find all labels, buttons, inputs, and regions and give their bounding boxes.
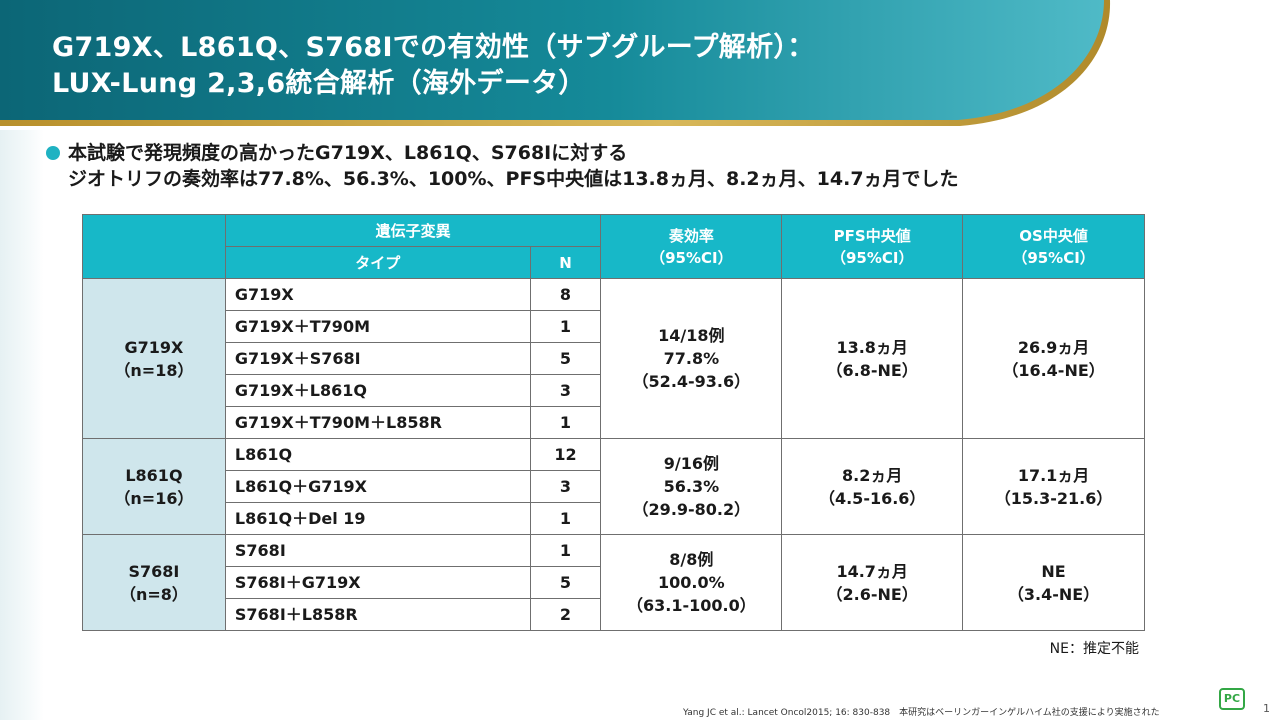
response-ci: （29.9-80.2） [632,500,751,519]
pfs-ci: （6.8-NE） [826,360,918,380]
response-rate: 77.8% [663,349,720,368]
n-cell: 1 [529,310,602,343]
header-response-rate-label: 奏効率 [668,226,714,245]
header-pfs-ci: （95%CI） [830,248,914,267]
response-rate: 100.0% [658,573,725,592]
table-row: S768I （n=8） S768I 1 8/8例 100.0% （63.1-10… [82,534,1145,631]
header-response-rate: 奏効率 （95%CI） [600,214,783,279]
banner-background [0,0,1104,120]
summary-bullet: 本試験で発現頻度の高かったG719X、L861Q、S768Iに対する ジオトリフ… [46,140,959,192]
type-cell: S768I [224,534,531,567]
n-cell: 3 [529,470,602,503]
os-value: 26.9ヵ月 [1017,337,1090,357]
response-ci: （52.4-93.6） [632,372,751,391]
os-value: 17.1ヵ月 [1017,465,1090,485]
table-row: G719X＋S768I 5 [83,342,1145,375]
table-row: G719X （n=18） G719X 8 14/18例 77.8% （52.4-… [82,278,1145,439]
title-line-1: G719X、L861Q、S768Iでの有効性（サブグループ解析）： [52,32,815,63]
table-row: G719X＋T790M＋L858R 1 [83,406,1145,439]
response-cell-s768i: 8/8例 100.0% （63.1-100.0） [600,534,783,631]
os-value: NE [1041,561,1066,581]
os-ci: （16.4-NE） [1002,360,1105,380]
pfs-ci: （2.6-NE） [826,584,918,604]
group-n: （n=16） [114,488,194,508]
n-cell: 12 [529,438,602,471]
bullet-line-1: 本試験で発現頻度の高かったG719X、L861Q、S768Iに対する [68,142,628,164]
pfs-value: 14.7ヵ月 [836,561,908,581]
header-type: タイプ [224,246,531,279]
response-count: 14/18例 [658,326,725,345]
header-os: OS中央値 （95%CI） [962,214,1145,279]
group-n: （n=18） [114,360,194,380]
table-row: L861Q （n=16） L861Q 12 9/16例 56.3% （29.9-… [82,438,1145,535]
pfs-value: 13.8ヵ月 [836,337,908,357]
response-ci: （63.1-100.0） [626,596,756,615]
pfs-cell-l861q: 8.2ヵ月 （4.5-16.6） [781,438,964,535]
os-cell-g719x: 26.9ヵ月 （16.4-NE） [962,278,1145,439]
n-cell: 8 [529,278,602,311]
table-row: S768I＋L858R 2 [83,598,1145,631]
type-cell: L861Q＋Del 19 [224,502,531,535]
pfs-ci: （4.5-16.6） [818,488,926,508]
type-cell: S768I＋G719X [224,566,531,599]
left-decorative-strip [0,130,44,720]
pfs-value: 8.2ヵ月 [842,465,903,485]
table-row: L861Q＋Del 19 1 [83,502,1145,535]
group-name: S768I [128,561,180,581]
type-cell: S768I＋L858R [224,598,531,631]
n-cell: 3 [529,374,602,407]
header-banner [0,0,1111,126]
type-cell: G719X＋T790M＋L858R [224,406,531,439]
table-row: G719X＋L861Q 3 [83,374,1145,407]
os-cell-l861q: 17.1ヵ月 （15.3-21.6） [962,438,1145,535]
response-cell-g719x: 14/18例 77.8% （52.4-93.6） [600,278,783,439]
n-cell: 1 [529,406,602,439]
response-count: 8/8例 [669,550,714,569]
type-cell: G719X [224,278,531,311]
response-cell-l861q: 9/16例 56.3% （29.9-80.2） [600,438,783,535]
citation: Yang JC et al.: Lancet Oncol2015; 16: 83… [683,708,1160,718]
page-title: G719X、L861Q、S768Iでの有効性（サブグループ解析）： LUX-Lu… [52,30,815,102]
group-cell-s768i: S768I （n=8） [82,534,226,631]
group-name: L861Q [125,465,183,485]
title-line-2: LUX-Lung 2,3,6統合解析（海外データ） [52,68,586,99]
n-cell: 1 [529,502,602,535]
n-cell: 2 [529,598,602,631]
bullet-line-2: ジオトリフの奏効率は77.8%、56.3%、100%、PFS中央値は13.8ヵ月… [68,168,959,190]
n-cell: 5 [529,566,602,599]
type-cell: L861Q＋G719X [224,470,531,503]
page-number: 1 [1263,702,1270,715]
type-cell: L861Q [224,438,531,471]
response-count: 9/16例 [663,454,719,473]
type-cell: G719X＋S768I [224,342,531,375]
pfs-cell-g719x: 13.8ヵ月 （6.8-NE） [781,278,964,439]
group-cell-l861q: L861Q （n=16） [82,438,226,535]
os-ci: （15.3-21.6） [994,488,1113,508]
header-pfs-label: PFS中央値 [833,226,911,245]
n-cell: 5 [529,342,602,375]
group-name: G719X [124,337,184,357]
type-cell: G719X＋T790M [224,310,531,343]
header-n: N [529,246,602,279]
pfs-cell-s768i: 14.7ヵ月 （2.6-NE） [781,534,964,631]
header-pfs: PFS中央値 （95%CI） [781,214,964,279]
header-blank-cell [82,214,226,279]
header-os-label: OS中央値 [1019,226,1088,245]
table-row: G719X＋T790M 1 [83,310,1145,343]
group-cell-g719x: G719X （n=18） [82,278,226,439]
type-cell: G719X＋L861Q [224,374,531,407]
abbreviation-note: NE：推定不能 [1049,641,1139,657]
bullet-dot-icon [46,146,60,160]
header-response-rate-ci: （95%CI） [650,248,733,267]
header-gene-mutation: 遺伝子変異 [224,214,602,247]
header-os-ci: （95%CI） [1012,248,1095,267]
company-logo: PC [1219,688,1245,710]
results-table: 遺伝子変異 奏効率 （95%CI） PFS中央値 （95%CI） OS中央値 （… [82,214,1145,631]
os-ci: （3.4-NE） [1007,584,1100,604]
os-cell-s768i: NE （3.4-NE） [962,534,1145,631]
group-n: （n=8） [119,584,188,604]
n-cell: 1 [529,534,602,567]
response-rate: 56.3% [663,477,720,496]
